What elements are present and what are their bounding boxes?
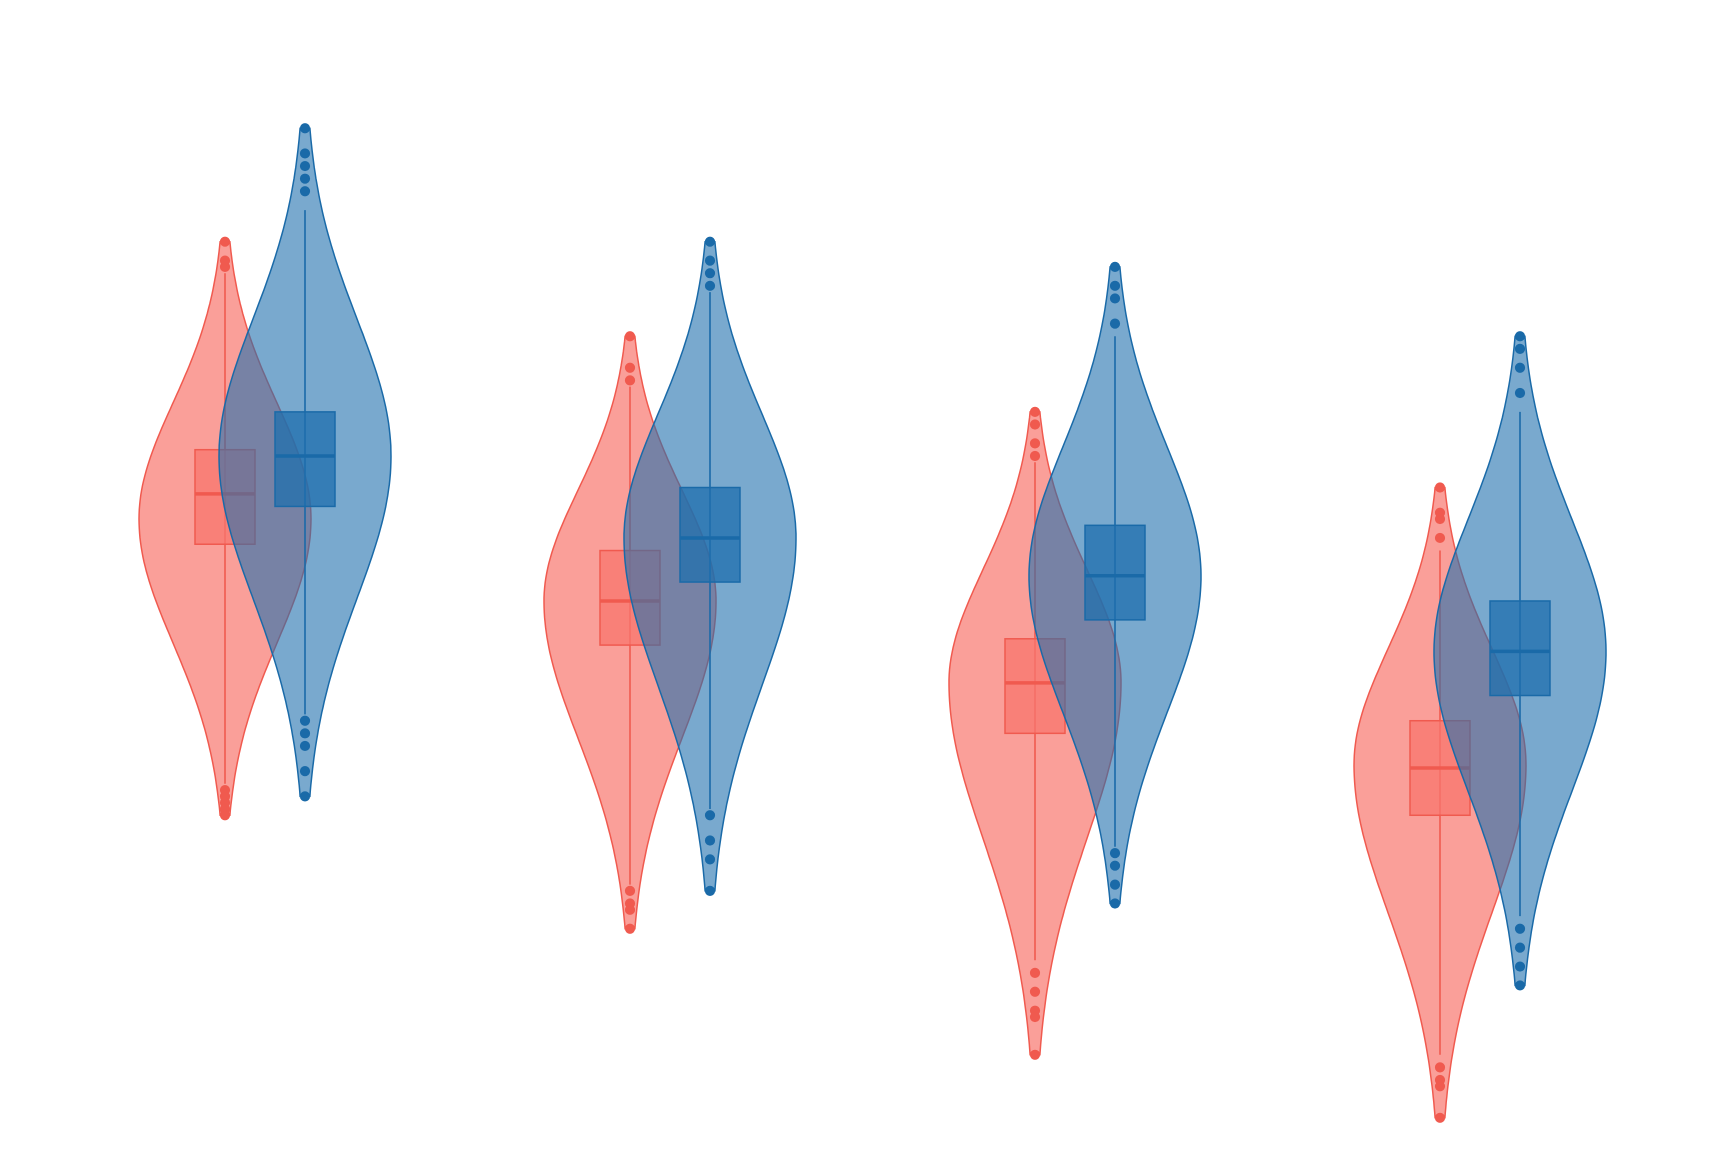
outlier-point <box>299 160 311 172</box>
outlier-point <box>1109 280 1121 291</box>
outlier-point <box>1029 419 1041 430</box>
violin-group <box>1433 331 1607 991</box>
box <box>679 486 741 583</box>
outlier-point <box>219 236 231 247</box>
outlier-point <box>299 148 311 159</box>
outlier-point <box>704 280 716 291</box>
outlier-point <box>1514 923 1526 934</box>
outlier-point <box>1434 482 1446 493</box>
outlier-point <box>704 810 716 821</box>
outlier-point <box>299 740 311 752</box>
violin-group <box>218 123 392 802</box>
outlier-point <box>1109 293 1121 304</box>
outlier-point <box>704 885 716 897</box>
outlier-point <box>624 923 636 934</box>
outlier-point <box>1434 1081 1446 1092</box>
outlier-point <box>704 236 716 247</box>
outlier-point <box>219 810 231 821</box>
outlier-point <box>704 835 716 846</box>
outlier-point <box>1514 942 1526 953</box>
outlier-point <box>1434 1062 1446 1073</box>
outlier-point <box>299 123 311 134</box>
violin-group <box>1028 261 1202 909</box>
outlier-point <box>299 766 311 777</box>
outlier-point <box>299 728 311 739</box>
outlier-point <box>1029 438 1041 449</box>
outlier-point <box>704 268 716 279</box>
outlier-point <box>299 791 311 802</box>
outlier-point <box>1434 532 1446 544</box>
outlier-point <box>624 362 636 373</box>
outlier-point <box>1514 331 1526 342</box>
outlier-point <box>1029 967 1041 978</box>
outlier-point <box>1109 898 1121 909</box>
outlier-point <box>1514 387 1526 399</box>
outlier-point <box>1514 362 1526 373</box>
violin-group <box>623 236 797 897</box>
outlier-point <box>1029 406 1041 417</box>
outlier-point <box>624 331 636 342</box>
outlier-point <box>1109 860 1121 871</box>
outlier-point <box>299 715 311 726</box>
outlier-point <box>1109 261 1121 273</box>
outlier-point <box>1029 986 1041 997</box>
outlier-point <box>1434 1112 1446 1123</box>
outlier-point <box>704 255 716 266</box>
outlier-point <box>1514 961 1526 972</box>
outlier-point <box>219 255 231 266</box>
outlier-point <box>624 904 636 915</box>
outlier-point <box>299 173 311 184</box>
outlier-point <box>1029 450 1041 462</box>
outlier-point <box>1029 1011 1041 1023</box>
box <box>274 411 336 508</box>
outlier-point <box>704 854 716 865</box>
box <box>1084 524 1146 621</box>
box <box>1489 600 1551 697</box>
outlier-point <box>1109 318 1121 329</box>
outlier-point <box>1514 980 1526 991</box>
outlier-point <box>299 186 311 197</box>
outlier-point <box>624 885 636 897</box>
plot-area <box>138 123 1607 1123</box>
outlier-point <box>1434 507 1446 518</box>
outlier-point <box>1109 847 1121 859</box>
outlier-point <box>1109 879 1121 890</box>
outlier-point <box>1029 1049 1041 1060</box>
outlier-point <box>624 375 636 386</box>
outlier-point <box>1514 343 1526 354</box>
